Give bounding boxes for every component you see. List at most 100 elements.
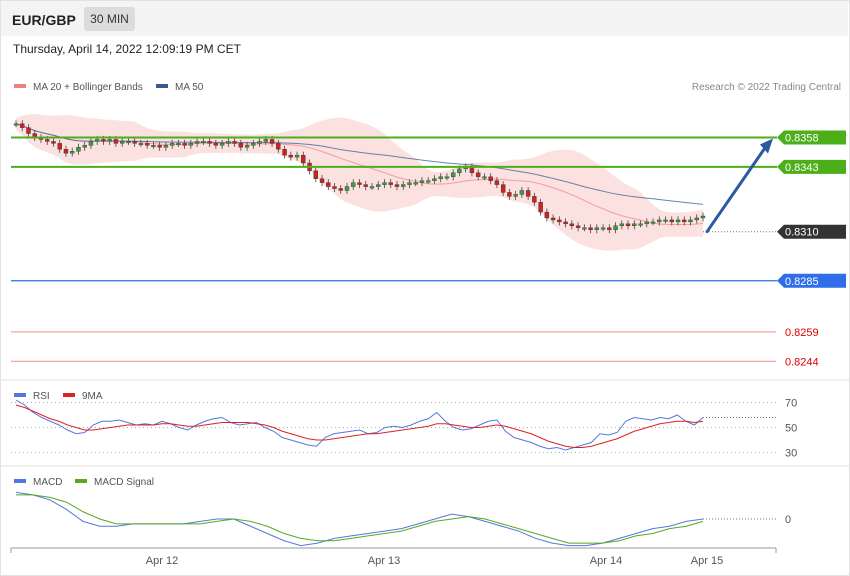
rsi-line <box>15 399 704 451</box>
price-candle <box>132 137 137 147</box>
macd-legend-swatch <box>14 479 26 483</box>
price-candle <box>226 137 231 147</box>
price-candle <box>638 220 643 228</box>
price-candle <box>301 151 306 167</box>
level-tag <box>777 159 846 174</box>
candle-body <box>76 147 81 152</box>
price-candle <box>613 222 618 234</box>
macd-panel: 0 <box>15 491 791 547</box>
candle-body <box>107 139 112 142</box>
rsi-tick-label: 30 <box>785 448 797 460</box>
candle-body <box>51 141 56 144</box>
price-candle <box>182 139 187 149</box>
price-candle <box>232 137 237 147</box>
price-candle <box>176 139 181 147</box>
level-tag <box>777 130 846 145</box>
price-candle <box>557 216 562 226</box>
price-candle <box>338 184 343 195</box>
candle-body <box>351 182 356 187</box>
price-candle <box>432 175 437 185</box>
price-candle <box>575 222 581 232</box>
candle-body <box>669 219 674 223</box>
ma20-legend-swatch <box>14 84 26 88</box>
candle-body <box>394 184 400 187</box>
x-axis: Apr 12 Apr 13 Apr 14 Apr 15 <box>10 547 777 567</box>
price-candle <box>332 183 337 193</box>
candle-body <box>413 182 418 185</box>
price-candle <box>163 141 169 151</box>
candle-body <box>26 127 31 134</box>
price-candle <box>351 179 356 191</box>
price-candle <box>344 183 350 195</box>
candle-body <box>426 180 431 183</box>
rsi-legend-swatch <box>14 393 26 397</box>
candle-body <box>338 188 343 191</box>
price-candle <box>625 220 631 230</box>
price-candle <box>500 181 506 196</box>
price-candle <box>257 137 262 147</box>
candle-body <box>276 143 281 150</box>
level-label: 0.8343 <box>785 162 819 174</box>
candle-body <box>513 194 518 197</box>
rsi-tick-label: 70 <box>785 398 797 410</box>
timeframe-badge[interactable]: 30 MIN <box>84 7 135 31</box>
projection-arrowhead <box>760 138 773 154</box>
price-candle <box>569 220 575 230</box>
ma50-legend-swatch <box>156 84 168 88</box>
candle-body <box>188 143 194 146</box>
level-tag <box>777 273 846 288</box>
candle-body <box>301 154 306 164</box>
level-label: 0.8244 <box>785 356 819 368</box>
x-tick-label: Apr 12 <box>146 555 178 567</box>
price-candle <box>550 214 556 224</box>
price-candle <box>607 224 612 234</box>
rsi-legend-label: RSI <box>33 391 50 402</box>
candle-body <box>232 141 237 144</box>
price-candle <box>288 151 293 161</box>
price-candle <box>563 218 568 228</box>
candle-body <box>632 223 637 227</box>
price-candle <box>244 141 250 151</box>
price-candle <box>513 190 518 200</box>
candle-body <box>213 143 219 146</box>
candle-body <box>201 141 206 144</box>
price-candle <box>401 181 406 191</box>
x-tick-label: Apr 13 <box>368 555 400 567</box>
projection-arrow <box>705 144 768 234</box>
level-label: 0.8310 <box>785 227 819 239</box>
candle-body <box>251 143 256 146</box>
candle-body <box>20 123 25 128</box>
candle-body <box>675 219 681 223</box>
price-candle <box>382 179 387 189</box>
candle-body <box>625 223 631 227</box>
candle-body <box>57 143 62 150</box>
price-candle <box>588 224 593 234</box>
price-candle <box>507 188 512 200</box>
candle-body <box>619 223 625 227</box>
price-candle <box>144 139 150 149</box>
price-candle <box>444 173 450 181</box>
price-candle <box>700 212 706 222</box>
price-candle <box>488 173 493 185</box>
candle-body <box>457 168 462 174</box>
candle-body <box>132 141 137 144</box>
price-candle <box>426 177 431 185</box>
candle-body <box>544 211 550 219</box>
price-candle <box>688 216 693 226</box>
candle-body <box>438 176 443 179</box>
candle-body <box>363 184 368 187</box>
price-candle <box>357 179 362 189</box>
price-candle <box>151 141 156 149</box>
candle-body <box>532 196 537 203</box>
ma50-legend-label: MA 50 <box>175 82 204 93</box>
candle-body <box>569 223 575 227</box>
price-candle <box>600 224 606 232</box>
candle-body <box>344 186 350 191</box>
price-candle <box>388 179 393 189</box>
price-candle <box>63 145 69 157</box>
timestamp: Thursday, April 14, 2022 12:09:19 PM CET <box>13 42 241 56</box>
price-candle <box>394 181 400 191</box>
price-candle <box>57 139 62 153</box>
price-candle <box>326 179 331 191</box>
